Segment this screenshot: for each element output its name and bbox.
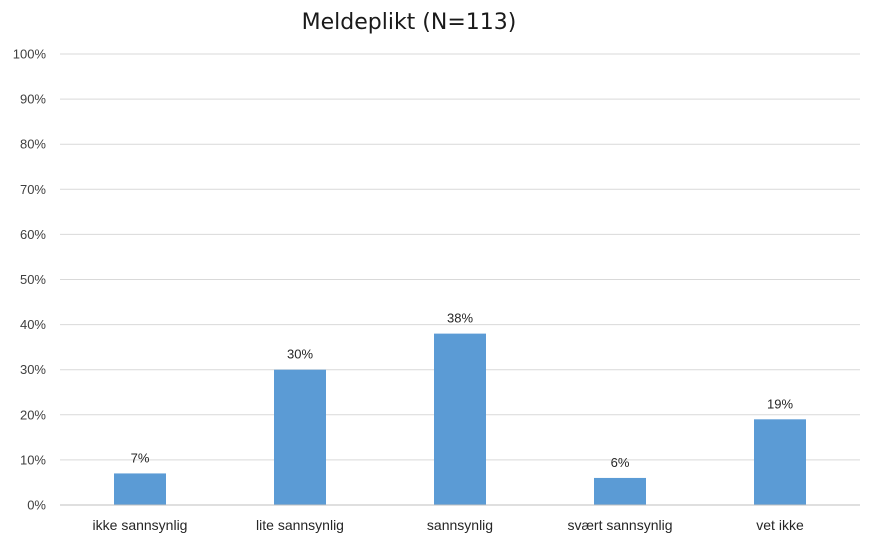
bar bbox=[114, 473, 166, 505]
chart-title: Meldeplikt (N=113) bbox=[302, 10, 517, 35]
y-tick-label: 30% bbox=[20, 362, 46, 377]
bar bbox=[434, 333, 486, 505]
category-label: ikke sannsynlig bbox=[93, 517, 188, 533]
bar bbox=[274, 369, 326, 505]
y-tick-label: 20% bbox=[20, 407, 46, 422]
gridlines bbox=[60, 53, 860, 461]
y-tick-label: 90% bbox=[20, 92, 46, 107]
data-labels: 7% 30% 38% 6% 19% bbox=[131, 311, 794, 470]
y-tick-label: 50% bbox=[20, 272, 46, 287]
bars bbox=[114, 333, 806, 505]
category-label: sannsynlig bbox=[427, 517, 493, 533]
bar bbox=[594, 477, 646, 505]
category-label: vet ikke bbox=[756, 517, 804, 533]
data-label: 38% bbox=[447, 311, 473, 326]
bar bbox=[754, 419, 806, 505]
y-tick-label: 0% bbox=[27, 498, 46, 513]
y-tick-label: 60% bbox=[20, 227, 46, 242]
data-label: 6% bbox=[611, 455, 630, 470]
data-label: 19% bbox=[767, 396, 793, 411]
y-tick-label: 70% bbox=[20, 182, 46, 197]
y-tick-label: 40% bbox=[20, 317, 46, 332]
data-label: 30% bbox=[287, 347, 313, 362]
x-axis-categories: ikke sannsynlig lite sannsynlig sannsynlig… bbox=[93, 517, 804, 533]
y-tick-label: 10% bbox=[20, 452, 46, 467]
data-label: 7% bbox=[131, 450, 150, 465]
category-label: svært sannsynlig bbox=[567, 517, 672, 533]
y-tick-label: 80% bbox=[20, 137, 46, 152]
y-tick-label: 100% bbox=[13, 47, 47, 62]
category-label: lite sannsynlig bbox=[256, 517, 344, 533]
y-axis-ticks: 0% 10% 20% 30% 40% 50% 60% 70% 80% 90% 100% bbox=[13, 47, 47, 513]
